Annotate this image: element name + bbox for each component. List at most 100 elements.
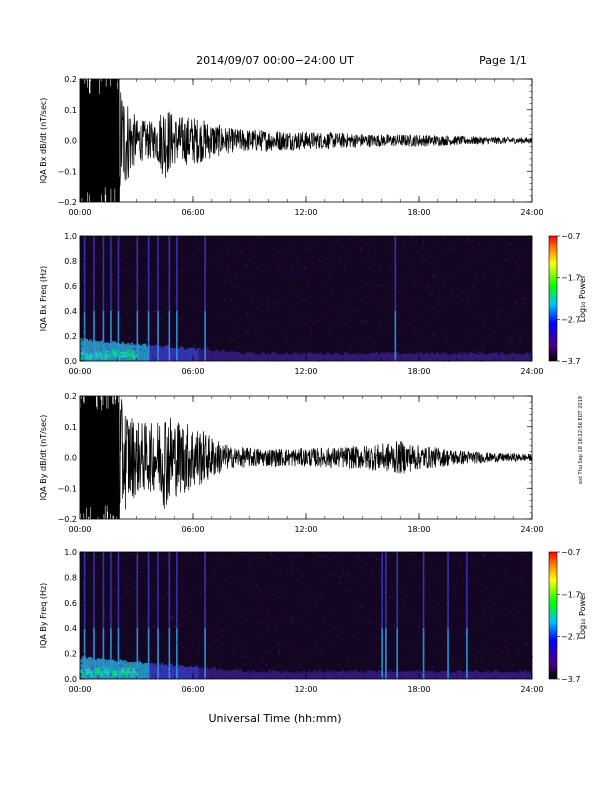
spectrogram-speck (170, 670, 172, 672)
spectrogram-speck (232, 642, 235, 644)
spectrogram-cell (115, 670, 119, 677)
spectrogram-speck (292, 319, 294, 321)
spectrogram-speck (300, 346, 302, 348)
spectrogram-speck (215, 573, 217, 575)
spectrogram-speck (115, 610, 117, 612)
spectrogram-cell (98, 352, 102, 359)
spectrogram-speck (115, 633, 117, 635)
spectrogram-speck (168, 307, 170, 310)
spectrogram-speck (481, 318, 483, 320)
spectrogram-speck (387, 557, 389, 559)
spectrogram-speck (236, 278, 238, 280)
spectrogram-speck (243, 655, 245, 658)
spectrogram-speck (128, 278, 130, 280)
spectrogram-speck (273, 302, 275, 304)
spectrogram-speck (467, 239, 469, 241)
spectrogram-speck (245, 331, 247, 334)
spectrogram-cell (225, 351, 228, 361)
spectrogram-speck (404, 279, 406, 281)
spectrogram-speck (489, 338, 492, 341)
spectrogram-speck (229, 628, 231, 630)
spectrogram-speck (118, 664, 121, 667)
spectrogram-speck (351, 589, 353, 592)
spectrogram-speck (400, 591, 402, 593)
spectrogram-speck (512, 675, 514, 677)
spectrogram-speck (414, 331, 417, 333)
spectrogram-speck (370, 290, 372, 292)
spectrogram-speck (174, 626, 176, 628)
spectrogram-cell (304, 672, 307, 679)
spectrogram-speck (372, 660, 374, 662)
spectrogram-speck (275, 623, 277, 625)
spectrogram-speck (282, 269, 284, 271)
spectrogram-speck (325, 238, 327, 240)
spectrogram-speck (422, 242, 424, 244)
spectrogram-speck (201, 564, 203, 566)
spectrogram-speck (133, 347, 135, 349)
x-tick-label: 06:00 (181, 208, 204, 217)
spectrogram-speck (321, 650, 324, 652)
spectrogram-cell (411, 354, 414, 361)
spectrogram-cell (417, 354, 420, 361)
spectrogram-cell (258, 672, 262, 679)
spectrogram-speck (462, 631, 464, 633)
spectrogram-cell (208, 669, 211, 679)
spectrogram-speck (102, 250, 105, 252)
spectrogram-speck (239, 588, 242, 590)
spectrogram-cell (439, 671, 443, 679)
spectrogram-cell (268, 354, 271, 361)
spectrogram-speck (256, 584, 258, 586)
spectrogram-speck (171, 258, 173, 261)
spectrogram-speck (323, 312, 325, 314)
spectrogram-speck (508, 243, 511, 245)
spectrogram-cell (298, 672, 301, 679)
spectrogram-speck (427, 359, 429, 361)
spectrogram-speck (201, 588, 203, 591)
spectrogram-cell (125, 670, 128, 677)
spectrogram-cell (243, 671, 247, 679)
spectrogram-cell (245, 352, 249, 361)
spectrogram-cell (223, 350, 226, 361)
spectrogram-speck (381, 621, 383, 623)
spectrogram-speck (457, 677, 459, 679)
x-tick-label: 12:00 (294, 367, 317, 376)
spectrogram-speck (118, 590, 121, 593)
burst-line (204, 311, 206, 361)
spectrogram-cell (95, 668, 98, 675)
spectrogram-speck (486, 252, 488, 254)
spectrogram-cell (80, 338, 83, 361)
spectrogram-speck (182, 268, 184, 271)
spectrogram-cell (257, 672, 260, 679)
spectrogram-cell (475, 353, 478, 361)
spectrogram-speck (463, 580, 465, 582)
spectrogram-speck (337, 635, 339, 637)
spectrogram-speck (165, 253, 167, 255)
spectrogram-cell (398, 671, 401, 679)
spectrogram-speck (526, 625, 528, 627)
spectrogram-speck (435, 280, 437, 282)
spectrogram-speck (236, 286, 239, 288)
spectrogram-cell (100, 353, 104, 360)
spectrogram-speck (411, 236, 413, 238)
spectrogram-cell (492, 353, 495, 361)
spectrogram-speck (154, 570, 156, 572)
spectrogram-speck (500, 612, 502, 615)
spectrogram-speck (267, 609, 269, 612)
spectrogram-speck (286, 358, 288, 360)
spectrogram-cell (104, 342, 107, 361)
spectrogram-cell (469, 352, 473, 361)
spectrogram-cell (247, 351, 250, 361)
spectrogram-speck (277, 558, 280, 560)
burst-line (176, 236, 178, 361)
spectrogram-cell (191, 347, 194, 361)
spectrogram-speck (353, 635, 355, 637)
colorbar-tick-label: −3.7 (561, 357, 580, 366)
spectrogram-speck (103, 608, 106, 611)
spectrogram-speck (123, 584, 125, 586)
spectrogram-speck (255, 321, 257, 323)
spectrogram-speck (246, 295, 248, 297)
spectrogram-speck (167, 307, 169, 309)
spectrogram-speck (350, 316, 352, 318)
spectrogram-speck (444, 251, 446, 253)
spectrogram-speck (455, 248, 457, 250)
